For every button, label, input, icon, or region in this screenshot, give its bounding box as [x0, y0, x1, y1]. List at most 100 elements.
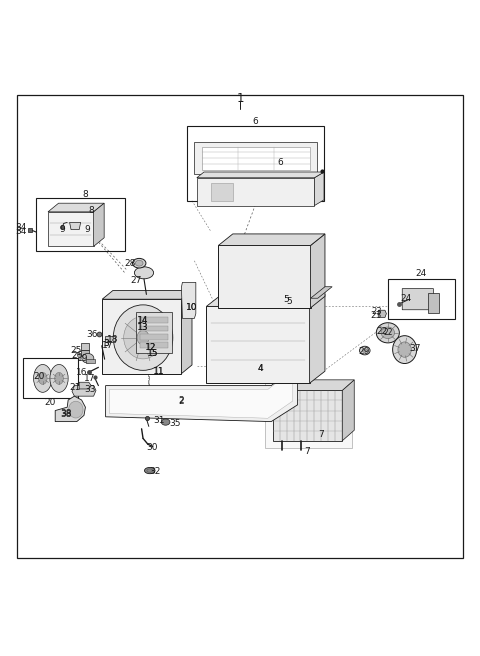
- Polygon shape: [273, 390, 342, 441]
- Polygon shape: [81, 343, 89, 350]
- Ellipse shape: [137, 331, 149, 345]
- Text: 8: 8: [82, 190, 88, 199]
- Text: 38: 38: [60, 410, 72, 419]
- Text: 34: 34: [15, 226, 26, 236]
- Text: 17: 17: [84, 374, 95, 383]
- Polygon shape: [102, 299, 181, 374]
- Ellipse shape: [124, 316, 162, 359]
- Ellipse shape: [69, 401, 83, 418]
- Text: 22: 22: [383, 328, 393, 337]
- Text: 25: 25: [70, 346, 82, 355]
- Text: 27: 27: [131, 276, 142, 285]
- Text: 35: 35: [169, 419, 180, 428]
- Ellipse shape: [113, 305, 173, 371]
- Text: 13: 13: [137, 323, 149, 331]
- Polygon shape: [79, 382, 91, 389]
- Ellipse shape: [38, 373, 47, 384]
- Text: 37: 37: [409, 344, 420, 353]
- Text: 2: 2: [179, 396, 184, 405]
- Text: 29: 29: [358, 348, 370, 356]
- Text: 20: 20: [45, 398, 56, 407]
- Text: 5: 5: [286, 297, 292, 306]
- Text: 10: 10: [186, 303, 197, 312]
- Polygon shape: [86, 359, 95, 363]
- Text: 24: 24: [416, 269, 427, 278]
- Polygon shape: [81, 350, 89, 356]
- Text: 11: 11: [153, 367, 163, 376]
- Polygon shape: [140, 318, 168, 323]
- Text: 31: 31: [154, 416, 165, 424]
- Text: 12: 12: [145, 342, 156, 352]
- Polygon shape: [72, 386, 96, 396]
- Text: 6: 6: [253, 117, 258, 126]
- Ellipse shape: [55, 373, 63, 384]
- Text: 13: 13: [137, 323, 148, 331]
- Polygon shape: [311, 234, 325, 308]
- Polygon shape: [314, 172, 324, 205]
- Text: 21: 21: [69, 384, 81, 392]
- Polygon shape: [197, 178, 314, 205]
- Polygon shape: [311, 287, 332, 298]
- Text: 7: 7: [318, 430, 324, 439]
- Text: 6: 6: [277, 158, 283, 167]
- Text: 2: 2: [179, 397, 184, 406]
- Polygon shape: [181, 291, 192, 374]
- Ellipse shape: [381, 327, 395, 338]
- Polygon shape: [140, 342, 168, 348]
- Polygon shape: [194, 142, 317, 174]
- Polygon shape: [48, 212, 94, 247]
- Text: 4: 4: [258, 364, 264, 373]
- Polygon shape: [94, 203, 104, 247]
- Text: 28: 28: [124, 258, 135, 268]
- Ellipse shape: [82, 354, 94, 363]
- Bar: [388, 279, 455, 319]
- Polygon shape: [181, 282, 196, 318]
- Text: 18: 18: [107, 335, 118, 344]
- Polygon shape: [140, 325, 168, 331]
- Ellipse shape: [132, 258, 146, 268]
- Bar: [187, 127, 324, 201]
- Polygon shape: [106, 367, 298, 422]
- Text: 14: 14: [137, 316, 148, 325]
- Polygon shape: [70, 222, 81, 230]
- Text: 17: 17: [102, 341, 114, 350]
- Text: 7: 7: [305, 447, 310, 456]
- Ellipse shape: [134, 267, 154, 279]
- Text: 23: 23: [370, 312, 382, 321]
- Bar: [23, 358, 78, 398]
- Polygon shape: [428, 293, 439, 313]
- Text: 10: 10: [186, 303, 197, 312]
- Polygon shape: [273, 380, 354, 390]
- Text: 15: 15: [147, 349, 159, 358]
- Text: 20: 20: [34, 373, 45, 381]
- Ellipse shape: [135, 260, 143, 266]
- Ellipse shape: [360, 346, 370, 355]
- Polygon shape: [342, 380, 354, 441]
- Text: 26: 26: [71, 352, 83, 360]
- Text: 15: 15: [147, 349, 158, 358]
- Polygon shape: [197, 172, 324, 178]
- Text: 3: 3: [104, 339, 109, 348]
- Polygon shape: [310, 295, 325, 383]
- Text: 5: 5: [283, 295, 289, 304]
- Text: 38: 38: [60, 409, 72, 418]
- Text: 8: 8: [88, 206, 94, 215]
- Ellipse shape: [376, 323, 399, 343]
- Polygon shape: [102, 291, 192, 299]
- Text: 19: 19: [77, 354, 89, 363]
- Polygon shape: [218, 245, 311, 308]
- Ellipse shape: [393, 336, 417, 363]
- Text: 14: 14: [137, 316, 149, 325]
- Text: 16: 16: [76, 368, 88, 377]
- Text: 30: 30: [146, 443, 158, 451]
- Polygon shape: [105, 336, 115, 342]
- Text: 33: 33: [84, 385, 96, 394]
- Ellipse shape: [161, 419, 170, 425]
- Text: 9: 9: [84, 225, 90, 234]
- Text: 3: 3: [104, 339, 109, 348]
- Polygon shape: [206, 306, 310, 383]
- Text: 9: 9: [59, 225, 65, 234]
- Polygon shape: [140, 334, 168, 340]
- Text: 11: 11: [153, 367, 164, 376]
- Text: 23: 23: [371, 307, 382, 316]
